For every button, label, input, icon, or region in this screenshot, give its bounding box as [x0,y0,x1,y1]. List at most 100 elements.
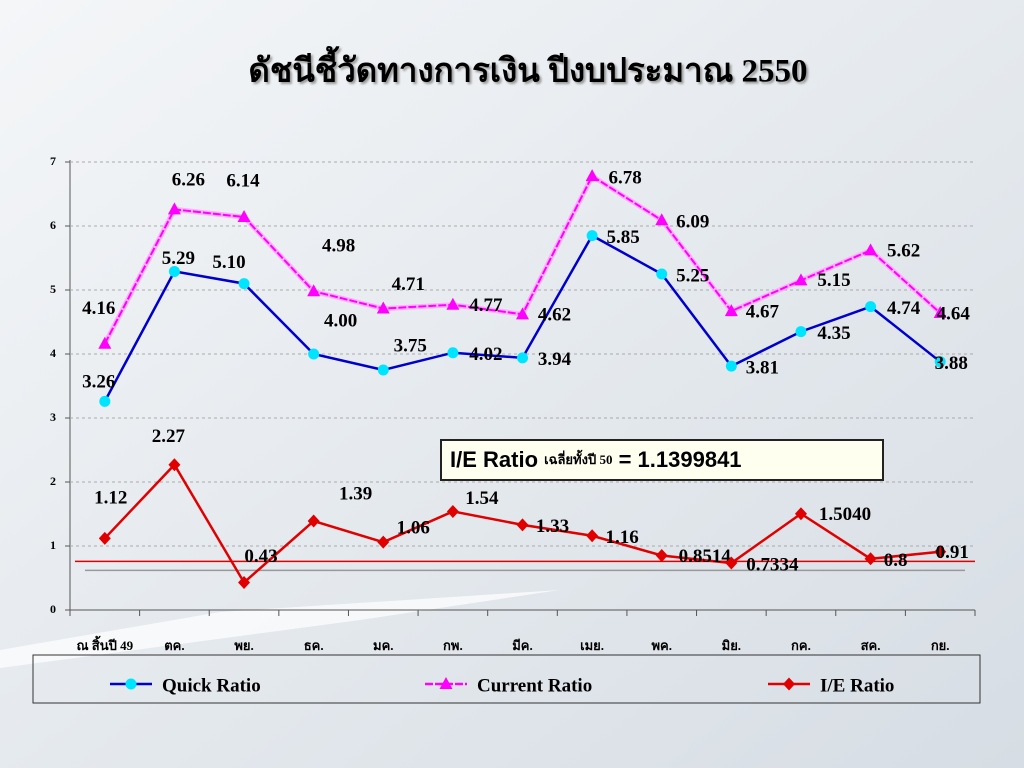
value-label: 0.91 [936,542,969,563]
y-tick-label: 6 [50,218,56,232]
marker [167,202,181,215]
marker [98,531,111,545]
value-label: 4.64 [937,303,971,324]
marker [934,356,946,368]
marker [308,348,320,360]
legend-label: Quick Ratio [162,675,261,696]
value-label: 5.25 [676,265,709,286]
value-label: 4.67 [746,301,780,322]
marker [655,213,669,226]
value-label: 5.10 [212,252,245,273]
value-label: 0.8514 [679,546,732,567]
marker [586,230,598,242]
value-label: 4.74 [887,298,921,319]
value-label: 3.26 [82,372,115,393]
annotation: I/E Ratio เฉลี่ยทั้งปี 50 = 1.1399841 [450,447,742,472]
value-label: 1.5040 [819,504,871,525]
value-label: 4.98 [322,236,355,257]
value-label: 4.71 [392,274,425,295]
marker [586,529,599,543]
annotation-box [440,439,884,481]
legend [32,654,981,704]
value-label: 6.09 [676,212,709,233]
value-label: 3.88 [935,353,968,374]
annotation-label: I/E Ratio [450,447,538,472]
y-tick-label: 1 [50,538,56,552]
value-label: 0.7334 [746,554,799,575]
value-label: 6.78 [608,167,641,188]
value-label: 1.06 [397,518,430,539]
value-label: 1.54 [465,488,499,509]
value-label: 6.26 [172,170,205,191]
value-label: 1.33 [536,516,569,537]
marker [656,268,668,280]
marker [794,273,808,286]
marker [237,210,251,223]
value-label: 3.81 [746,358,779,379]
y-tick-label: 0 [50,602,56,616]
value-label: 1.12 [94,488,127,509]
y-tick-label: 5 [50,282,56,296]
value-label: 3.75 [394,335,427,356]
x-tick-label: ณ สิ้นปี 49 [76,635,133,653]
x-tick-label: กพ. [443,638,463,653]
marker [376,301,390,314]
value-label: 3.94 [538,349,572,370]
x-tick-label: ตค. [164,638,184,653]
marker [447,347,459,359]
value-label: 4.77 [469,295,503,316]
marker [725,360,737,372]
value-label: 1.16 [605,527,638,548]
marker [864,552,877,566]
x-tick-label: ธค. [304,638,324,653]
legend-marker [125,678,137,690]
value-label: 4.16 [82,298,115,319]
value-label: 4.35 [817,323,850,344]
x-tick-label: เมย. [580,638,604,653]
x-tick-label: มีค. [512,638,533,653]
x-tick-label: กค. [791,638,811,653]
marker [934,545,947,559]
legend-marker [439,677,453,689]
annotation-note: เฉลี่ยทั้งปี 50 [544,449,612,467]
x-tick-label: มค. [373,638,394,653]
x-tick-label: สค. [861,638,881,653]
y-tick-label: 3 [50,410,56,424]
marker [446,297,460,310]
marker [168,265,180,277]
value-label: 4.00 [324,310,357,331]
marker [725,556,738,570]
marker [168,458,181,472]
value-label: 5.85 [606,227,639,248]
value-label: 0.8 [884,550,908,571]
marker [864,243,878,256]
x-tick-label: มิย. [722,638,741,653]
marker [516,518,529,532]
x-tick-label: กย. [931,638,950,653]
legend-marker [783,677,795,691]
marker [238,575,251,589]
marker [99,395,111,407]
x-tick-label: พค. [651,638,672,653]
marker [655,549,668,563]
value-label: 4.02 [469,344,502,365]
value-label: 5.62 [887,241,920,262]
y-tick-label: 2 [50,474,56,488]
marker [585,169,599,182]
value-label: 0.43 [244,546,277,567]
marker [865,301,877,313]
marker [446,504,459,518]
chart-title: ดัชนีชี้วัดทางการเงิน ปีงบประมาณ 2550 [248,46,807,90]
marker [795,326,807,338]
marker [516,307,529,320]
marker [377,364,389,376]
marker [307,514,320,528]
marker [517,352,528,364]
y-tick-label: 7 [50,154,56,168]
value-label: 6.14 [226,170,260,191]
value-label: 5.29 [162,248,195,269]
marker [98,336,112,349]
value-label: 1.39 [339,483,372,504]
x-tick-label: พย. [234,638,253,653]
